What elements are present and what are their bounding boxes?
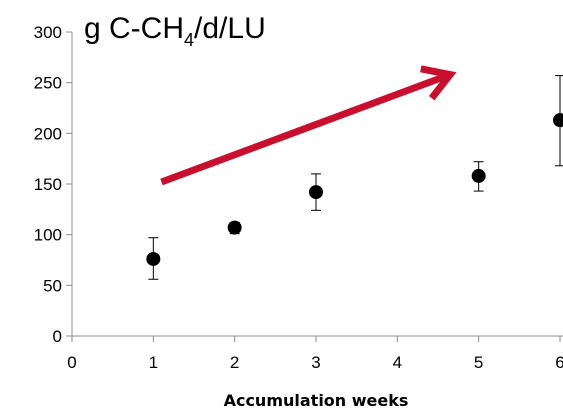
y-tick-label: 250: [34, 74, 62, 93]
chart-title-main: g C-CH: [84, 12, 184, 45]
data-point: [471, 168, 486, 183]
x-tick-label: 5: [474, 353, 483, 372]
chart-title-subscript: 4: [184, 30, 194, 50]
data-point: [227, 220, 242, 235]
y-tick-label: 150: [34, 175, 62, 194]
x-tick-label: 1: [149, 353, 158, 372]
y-tick-label: 50: [43, 276, 62, 295]
x-tick-label: 2: [230, 353, 239, 372]
data-points: [146, 113, 563, 266]
x-tick-label: 6: [555, 353, 563, 372]
data-point: [146, 251, 161, 266]
data-point: [553, 113, 563, 128]
data-point: [309, 185, 323, 200]
trend-arrow-shaft: [160, 73, 446, 186]
x-tick-label: 3: [311, 353, 320, 372]
y-tick-label: 0: [53, 327, 62, 346]
chart-title: g C-CH4/d/LU: [84, 12, 266, 50]
x-tick-label: 4: [393, 353, 402, 372]
x-tick-label: 0: [67, 353, 76, 372]
y-tick-label: 300: [34, 23, 62, 42]
y-tick-label: 100: [34, 226, 62, 245]
chart-title-rest: /d/LU: [194, 12, 266, 45]
trend-arrow-head: [420, 65, 457, 101]
axes: 0 50 100 150 200 250 300 0 1 2 3 4 5 6: [34, 23, 563, 372]
trend-arrow-group: [160, 65, 457, 186]
x-axis-label: Accumulation weeks: [224, 391, 409, 410]
y-tick-label: 200: [34, 124, 62, 143]
